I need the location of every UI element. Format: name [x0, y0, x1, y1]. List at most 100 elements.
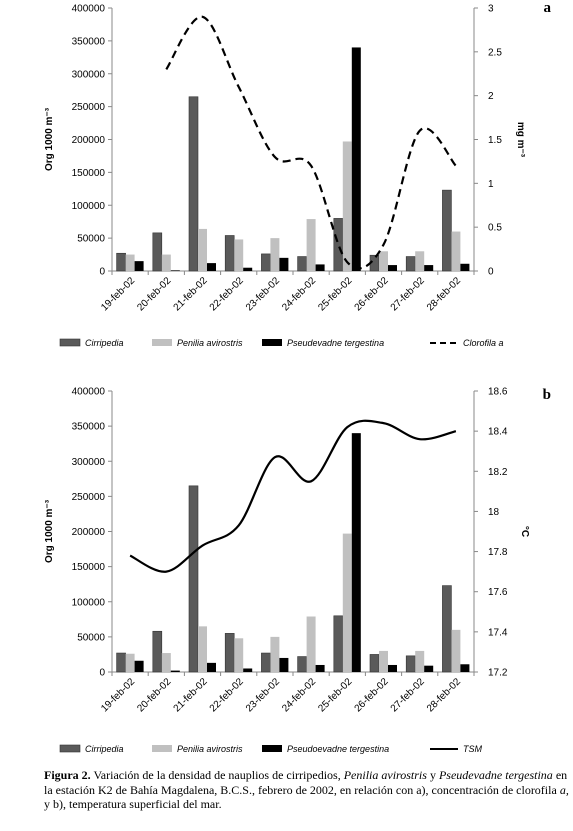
bar-penilia: [234, 638, 244, 672]
bar-cirripedia: [261, 652, 271, 673]
legend-label: Clorofila a: [463, 338, 504, 348]
y-tick-label: 200000: [72, 527, 106, 538]
bar-penilia: [415, 251, 425, 271]
bar-pseudevadne: [243, 668, 253, 672]
caption-label: Figura 2.: [44, 768, 91, 782]
legend: Cirripedia Penilia avirostris Pseudevadne …: [59, 338, 504, 348]
bar-cirripedia: [152, 630, 163, 673]
y-tick-label: 0: [99, 668, 105, 679]
caption-part: y b), temperatura superficial del mar.: [44, 797, 222, 811]
bar-cirripedia: [116, 652, 126, 673]
y2-tick-label: 17.4: [488, 627, 508, 638]
x-tick-label: 27-feb-02: [389, 275, 427, 313]
bar-pseudevadne: [207, 662, 216, 672]
bar-pseudevadne: [460, 664, 470, 672]
x-tick-label: 19-feb-02: [99, 676, 137, 714]
bar-pseudevadne: [243, 267, 253, 271]
bar-penilia: [161, 254, 171, 271]
bar-penilia: [234, 239, 244, 271]
bar-pseudevadne: [388, 664, 397, 672]
y-tick-label: 300000: [72, 457, 106, 468]
panel-letter: b: [543, 387, 551, 403]
y-tick-label: 50000: [77, 234, 105, 245]
y-tick-label: 150000: [72, 562, 106, 573]
caption-part: Pseudevadne tergestina: [438, 768, 553, 782]
x-tick-label: 20-feb-02: [135, 676, 173, 714]
bar-cirripedia: [188, 96, 199, 272]
bar-pseudevadne: [134, 660, 144, 672]
caption-part: a,: [559, 782, 569, 797]
bar-pseudevadne: [424, 665, 434, 672]
bar-pseudevadne: [170, 270, 180, 271]
bar-penilia: [125, 653, 135, 672]
y2-axis-title: mg m⁻³: [515, 122, 526, 158]
bar-penilia: [415, 650, 425, 672]
bar-cirripedia: [405, 655, 416, 673]
figure-caption: Figura 2. Variación de la densidad de na…: [44, 768, 569, 812]
y-tick-label: 400000: [72, 387, 106, 398]
y2-tick-label: 18.4: [488, 427, 508, 438]
bar-pseudevadne: [388, 265, 397, 271]
bar-pseudevadne: [315, 664, 325, 672]
chart-panel-a: 0 50000 100000 150000 200000 250000 300000 3500…: [44, 0, 552, 348]
legend-swatch: [152, 745, 172, 752]
y-tick-label: 400000: [72, 4, 106, 15]
caption-part: Variación de la densidad de nauplios de …: [90, 768, 344, 782]
bar-pseudevadne: [460, 263, 470, 271]
bar-cirripedia: [369, 654, 380, 673]
bar-cirripedia: [297, 256, 307, 272]
bar-penilia: [306, 616, 316, 672]
x-tick-label: 22-feb-02: [208, 275, 246, 313]
legend-swatch: [262, 745, 282, 752]
y-tick-label: 300000: [72, 69, 106, 80]
bar-cirripedia: [333, 615, 344, 673]
y2-tick-label: 17.6: [488, 587, 508, 598]
y2-tick-label: 1.5: [488, 135, 502, 146]
bar-cirripedia: [261, 253, 271, 272]
bar-cirripedia: [333, 218, 344, 272]
x-tick-label: 25-feb-02: [316, 275, 354, 313]
bar-penilia: [306, 219, 316, 271]
bar-penilia: [198, 228, 207, 271]
bar-pseudevadne: [170, 670, 180, 672]
bar-pseudevadne: [351, 47, 361, 272]
bar-pseudevadne: [279, 657, 289, 672]
legend: Cirripedia Penilia avirostris Pseudoevadne…: [59, 744, 483, 754]
legend-label: Penilia avirostris: [177, 338, 243, 348]
x-tick-label: 23-feb-02: [244, 676, 282, 714]
y2-axis-title: °C: [519, 526, 530, 537]
y-tick-label: 250000: [72, 102, 106, 113]
y2-tick-label: 17.8: [488, 547, 508, 558]
panel-letter: a: [544, 0, 552, 16]
x-tick-label: 21-feb-02: [172, 275, 210, 313]
x-tick-label: 25-feb-02: [316, 676, 354, 714]
x-tick-label: 28-feb-02: [425, 275, 463, 313]
legend-swatch: [59, 338, 81, 347]
legend-swatch: [59, 744, 81, 753]
bar-pseudevadne: [134, 261, 144, 271]
x-tick-label: 23-feb-02: [244, 275, 282, 313]
bar-cirripedia: [224, 235, 235, 272]
bar-cirripedia: [188, 485, 199, 673]
charts-canvas: 0500001000001500002000002500003000003500…: [44, 0, 552, 754]
bar-cirripedia: [442, 189, 452, 272]
y-tick-label: 0: [99, 267, 105, 278]
bar-penilia: [161, 653, 171, 672]
legend-label: Cirripedia: [85, 744, 124, 754]
bar-pseudevadne: [424, 265, 434, 271]
x-tick-label: 26-feb-02: [353, 275, 391, 313]
bar-pseudevadne: [279, 257, 289, 271]
caption-part: y: [426, 768, 439, 782]
x-tick-label: 24-feb-02: [280, 275, 318, 313]
bar-cirripedia: [405, 256, 416, 272]
y2-tick-label: 2: [488, 91, 494, 102]
bar-penilia: [379, 251, 388, 271]
bar-pseudevadne: [351, 433, 361, 672]
bar-penilia: [451, 629, 461, 672]
y2-tick-label: 0: [488, 267, 494, 278]
y-tick-label: 350000: [72, 36, 106, 47]
y2-tick-label: 18: [488, 507, 500, 518]
y2-tick-label: 3: [488, 4, 494, 15]
legend-label: Pseudevadne tergestina: [287, 338, 384, 348]
y2-tick-label: 1: [488, 179, 494, 190]
